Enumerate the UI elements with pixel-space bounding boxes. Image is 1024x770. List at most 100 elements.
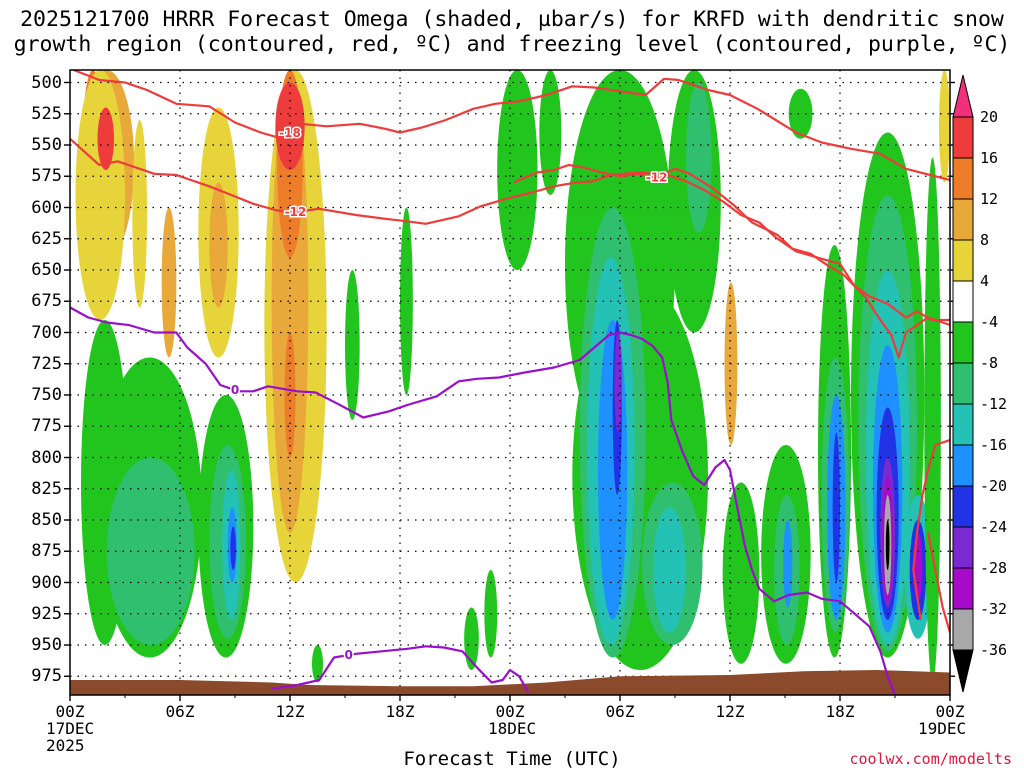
x-tick-label: 00Z bbox=[495, 702, 525, 721]
y-tick-label: 750 bbox=[31, 385, 62, 405]
colorbar-top-arrow bbox=[952, 74, 974, 118]
y-tick-label: 675 bbox=[31, 291, 62, 312]
omega-cell bbox=[598, 320, 628, 620]
colorbar bbox=[952, 74, 974, 693]
colorbar-label: 16 bbox=[980, 149, 999, 167]
freezing-level-label: 0 bbox=[344, 648, 352, 662]
dgz-contour bbox=[926, 532, 950, 633]
colorbar-label: -24 bbox=[980, 518, 1008, 536]
x-tick-label: 06Z bbox=[605, 702, 635, 721]
chart-title-line-2: growth region (contoured, red, ºC) and f… bbox=[13, 32, 1011, 57]
y-tick-label: 725 bbox=[31, 353, 62, 374]
x-tick-label: 00Z bbox=[55, 702, 85, 721]
omega-cell bbox=[284, 332, 296, 458]
omega-cell bbox=[832, 432, 840, 583]
y-tick-label: 650 bbox=[31, 260, 62, 280]
x-axis-title: Forecast Time (UTC) bbox=[403, 748, 621, 770]
y-tick-label: 500 bbox=[31, 72, 62, 93]
colorbar-segment bbox=[952, 608, 974, 651]
x-tick-label: 12Z bbox=[715, 702, 745, 721]
colorbar-segment bbox=[952, 362, 974, 405]
colorbar-segment bbox=[952, 485, 974, 528]
omega-cell bbox=[497, 70, 538, 270]
y-tick-label: 800 bbox=[31, 447, 62, 468]
omega-cell bbox=[312, 645, 323, 683]
y-tick-label: 825 bbox=[31, 478, 62, 499]
y-tick-label: 600 bbox=[31, 197, 62, 218]
colorbar-segment bbox=[952, 321, 974, 364]
omega-cell bbox=[209, 182, 228, 308]
colorbar-label: -12 bbox=[980, 395, 1008, 413]
x-start-date: 17DEC bbox=[46, 719, 95, 738]
freezing-level-contour bbox=[70, 306, 897, 695]
omega-cell bbox=[722, 482, 760, 664]
y-tick-label: 550 bbox=[31, 135, 62, 155]
colorbar-bottom-arrow bbox=[952, 649, 974, 693]
omega-cell bbox=[686, 82, 712, 233]
colorbar-label: -36 bbox=[980, 641, 1008, 659]
colorbar-label: 8 bbox=[980, 231, 990, 249]
y-tick-label: 625 bbox=[31, 228, 62, 249]
omega-cell bbox=[653, 507, 686, 633]
colorbar-segment bbox=[952, 198, 974, 241]
x-tick-label: 18Z bbox=[385, 702, 415, 721]
axis-ticks bbox=[64, 81, 955, 701]
omega-cell bbox=[400, 207, 413, 395]
colorbar-segment bbox=[952, 239, 974, 282]
omega-cell bbox=[924, 157, 941, 683]
colorbar-segment bbox=[952, 157, 974, 200]
colorbar-label: -16 bbox=[980, 436, 1008, 454]
x-tick-label: 00Z bbox=[935, 702, 965, 721]
omega-cell bbox=[106, 457, 195, 645]
colorbar-label: 12 bbox=[980, 190, 999, 208]
contour-lines: -18 -12 -12 0 0 bbox=[70, 70, 950, 695]
colorbar-label: -28 bbox=[980, 559, 1008, 577]
omega-cell bbox=[939, 70, 950, 183]
y-tick-label: 925 bbox=[31, 603, 62, 624]
colorbar-segment bbox=[952, 444, 974, 487]
freezing-level-contour bbox=[271, 645, 530, 694]
x-start-year: 2025 bbox=[46, 736, 85, 755]
freezing-level-label: 0 bbox=[231, 383, 239, 397]
y-tick-label: 975 bbox=[31, 666, 62, 687]
y-tick-label: 950 bbox=[31, 635, 62, 655]
terrain-layer bbox=[70, 670, 950, 695]
y-tick-label: 700 bbox=[31, 322, 62, 343]
x-mid-date: 18DEC bbox=[488, 719, 537, 738]
y-tick-label: 525 bbox=[31, 103, 62, 124]
omega-cell bbox=[783, 520, 793, 608]
colorbar-label: 20 bbox=[980, 108, 999, 126]
omega-shading bbox=[75, 70, 950, 683]
colorbar-segment bbox=[952, 280, 974, 323]
y-tick-label: 850 bbox=[31, 510, 62, 530]
dgz-contour bbox=[513, 163, 950, 359]
y-tick-label: 575 bbox=[31, 166, 62, 187]
colorbar-label: -4 bbox=[980, 313, 999, 331]
colorbar-segment bbox=[952, 403, 974, 446]
omega-cell bbox=[275, 82, 305, 170]
y-tick-label: 900 bbox=[31, 572, 62, 593]
colorbar-segment bbox=[952, 567, 974, 610]
x-tick-label: 06Z bbox=[165, 702, 195, 721]
x-tick-label: 18Z bbox=[825, 702, 855, 721]
omega-cell bbox=[464, 607, 479, 670]
terrain-area bbox=[70, 670, 950, 695]
x-tick-label: 12Z bbox=[275, 702, 305, 721]
omega-cell bbox=[97, 107, 114, 170]
colorbar-label: 4 bbox=[980, 272, 990, 290]
omega-cell bbox=[885, 520, 890, 570]
omega-cell bbox=[539, 70, 562, 195]
colorbar-label: -32 bbox=[980, 600, 1008, 618]
y-tick-label: 875 bbox=[31, 541, 62, 562]
colorbar-label: -20 bbox=[980, 477, 1008, 495]
dgz-contour-label: -12 bbox=[646, 171, 668, 185]
colorbar-segment bbox=[952, 526, 974, 569]
chart-title-line-1: 2025121700 HRRR Forecast Omega (shaded, … bbox=[20, 7, 1004, 32]
omega-cell bbox=[132, 120, 148, 308]
source-credit: coolwx.com/modelts bbox=[849, 750, 1012, 768]
omega-cell bbox=[75, 70, 125, 320]
omega-cell bbox=[788, 88, 813, 139]
x-end-date: 19DEC bbox=[918, 719, 967, 738]
omega-cell bbox=[345, 270, 360, 420]
